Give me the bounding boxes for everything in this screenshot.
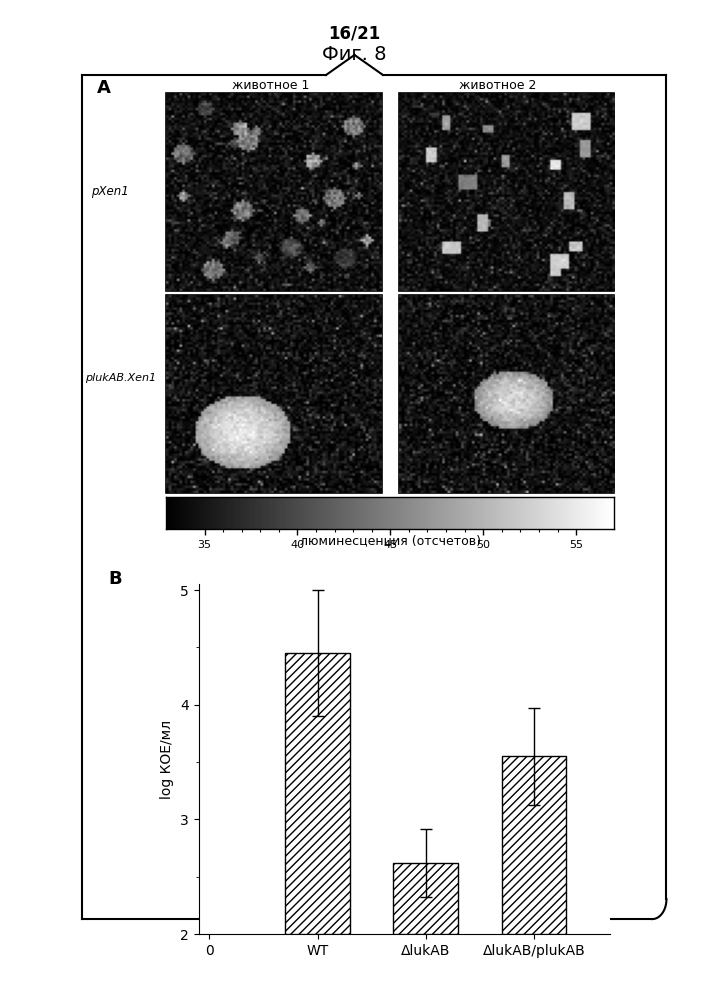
Bar	[501, 756, 566, 934]
Text: животное 1: животное 1	[233, 79, 310, 92]
Text: plukAB.Xen1: plukAB.Xen1	[85, 373, 156, 383]
Bar	[399, 93, 614, 291]
Bar	[285, 653, 350, 934]
Text: животное 2: животное 2	[459, 79, 537, 92]
Text: B: B	[108, 570, 122, 588]
Bar	[167, 295, 381, 493]
Bar	[167, 93, 381, 291]
Text: Фиг. 8: Фиг. 8	[323, 45, 386, 64]
Text: 16/21: 16/21	[328, 25, 381, 43]
Bar	[399, 295, 614, 493]
Text: люминесценция (отсчетов): люминесценция (отсчетов)	[300, 534, 481, 547]
Y-axis label: log КОЕ/мл: log КОЕ/мл	[160, 719, 174, 799]
Text: pXen1: pXen1	[91, 185, 128, 198]
Text: A: A	[96, 79, 111, 97]
Bar	[393, 863, 458, 934]
